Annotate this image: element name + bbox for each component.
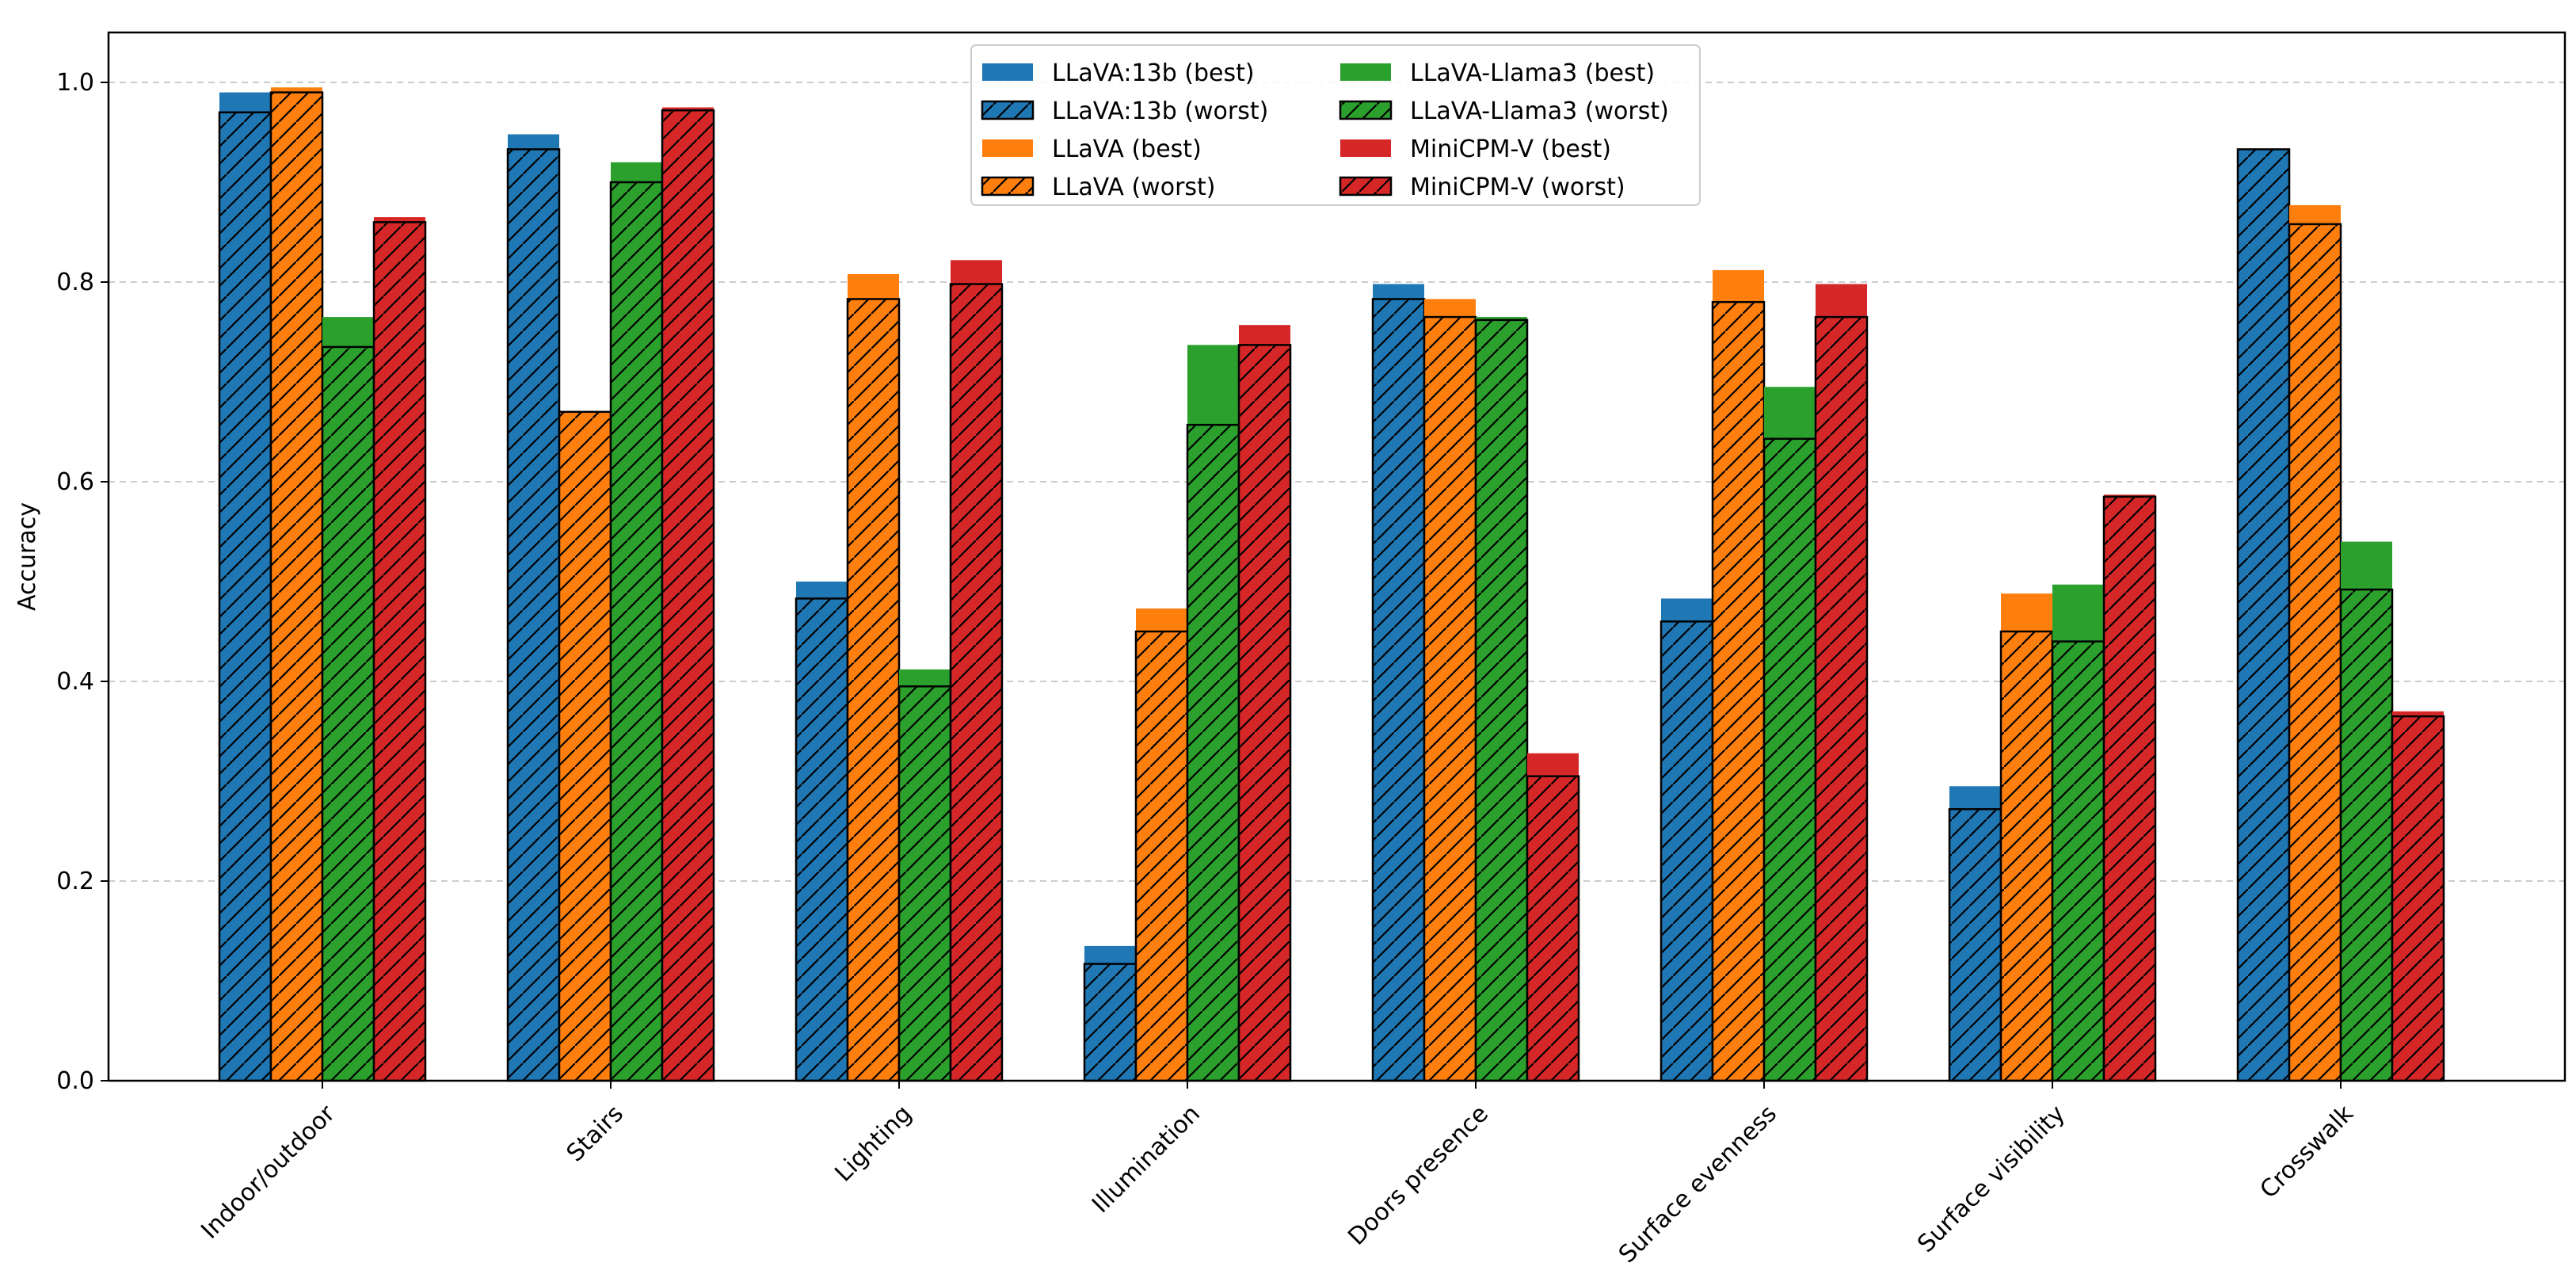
bar-worst-hatch (1474, 319, 1529, 1082)
category-group (1660, 269, 1869, 1082)
bar-worst-hatch (1423, 315, 1477, 1082)
bar-worst-hatch (372, 221, 427, 1082)
y-axis: 0.0 0.2 0.4 0.6 0.8 1.0 (56, 69, 109, 1095)
legend-label: LLaVA-Llama3 (worst) (1410, 97, 1669, 125)
y-tick-label: 0.2 (56, 868, 94, 895)
y-tick-label: 0.6 (56, 468, 94, 496)
category-group (506, 107, 715, 1082)
bar-worst-hatch (1762, 437, 1817, 1082)
bar-worst-hatch (1814, 315, 1869, 1082)
x-axis: Indoor/outdoor Stairs Lighting Illumination… (196, 1081, 2359, 1268)
bar-worst-hatch (846, 298, 901, 1082)
legend-item-best: LLaVA (best) (982, 135, 1202, 163)
category-group (218, 87, 427, 1082)
legend: LLaVA:13b (best) LLaVA:13b (worst) LLaVA (… (970, 44, 1701, 206)
legend-label: LLaVA (best) (1052, 135, 1202, 163)
legend-label: LLaVA-Llama3 (best) (1410, 59, 1655, 87)
bar-worst-hatch (218, 111, 272, 1082)
bar-worst-hatch (2236, 148, 2291, 1082)
x-tick-label: Illumination (1087, 1100, 1206, 1219)
legend-item-worst: MiniCPM-V (worst) (1339, 174, 1625, 201)
legend-swatch-hatch (1339, 176, 1393, 196)
bar-worst-hatch (321, 345, 375, 1082)
bar-worst-hatch (1237, 344, 1292, 1082)
bar-worst-hatch (1526, 775, 1580, 1082)
x-tick-label: Surface visibility (1912, 1100, 2071, 1258)
plot-area-frame (107, 31, 2566, 1082)
legend-label: LLaVA:13b (worst) (1052, 97, 1268, 125)
legend-label: LLaVA:13b (best) (1052, 59, 1255, 87)
x-tick-label: Crosswalk (2254, 1100, 2359, 1204)
bar-worst-hatch (949, 283, 1004, 1082)
legend-swatch (1340, 139, 1391, 157)
bar-worst-hatch (2391, 715, 2445, 1082)
gridlines (109, 82, 2565, 1082)
y-tick-label: 0.8 (56, 269, 94, 296)
legend-swatch-hatch (981, 176, 1035, 196)
legend-swatch (982, 139, 1033, 157)
bars (218, 87, 2445, 1082)
x-tick-label: Doors presence (1343, 1100, 1494, 1251)
x-tick-label: Indoor/outdoor (196, 1100, 341, 1245)
bar-worst-hatch (2102, 495, 2157, 1082)
bar-worst-hatch (795, 597, 849, 1082)
legend-swatch-hatch (1339, 100, 1393, 120)
x-tick-label: Stairs (562, 1100, 629, 1167)
legend-item-worst: LLaVA (worst) (981, 174, 1216, 201)
bar-worst-hatch (1999, 630, 2054, 1082)
bar-worst-hatch (2051, 640, 2105, 1082)
legend-label: LLaVA (worst) (1052, 174, 1216, 201)
bar-worst-hatch (1371, 298, 1426, 1082)
bar-worst-hatch (506, 148, 561, 1082)
legend-label: MiniCPM-V (best) (1410, 135, 1611, 163)
category-group (795, 260, 1004, 1082)
bar-worst-hatch (897, 685, 952, 1082)
legend-item-best: LLaVA-Llama3 (best) (1340, 59, 1655, 87)
x-tick-label: Surface evenness (1614, 1100, 1782, 1268)
y-axis-label: Accuracy (13, 502, 41, 611)
legend-swatch-hatch (981, 100, 1035, 120)
y-tick-label: 0.4 (56, 668, 94, 696)
bar-worst-hatch (1083, 963, 1137, 1082)
category-group (2236, 148, 2445, 1082)
legend-swatch (982, 63, 1033, 81)
bar-worst-hatch (1948, 808, 2002, 1082)
category-group (1371, 284, 1580, 1082)
legend-item-worst: LLaVA-Llama3 (worst) (1339, 97, 1669, 125)
legend-item-worst: LLaVA:13b (worst) (981, 97, 1268, 125)
legend-item-best: MiniCPM-V (best) (1340, 135, 1611, 163)
bar-worst-hatch (2339, 588, 2394, 1082)
bar-worst-hatch (1711, 300, 1766, 1082)
legend-label: MiniCPM-V (worst) (1410, 174, 1625, 201)
legend-item-best: LLaVA:13b (best) (982, 59, 1255, 87)
legend-swatch (1340, 63, 1391, 81)
y-tick-label: 1.0 (56, 69, 94, 97)
bar-worst-hatch (661, 109, 715, 1082)
bar-worst-hatch (269, 91, 324, 1082)
bar-worst-hatch (1660, 620, 1714, 1082)
x-tick-label: Lighting (829, 1100, 916, 1187)
category-group (1948, 494, 2157, 1082)
bar-worst-hatch (1134, 630, 1189, 1082)
legend-box (970, 44, 1701, 206)
bar-worst-hatch (2288, 223, 2342, 1082)
bar-worst-hatch (558, 410, 612, 1082)
bar-worst-hatch (1186, 423, 1240, 1082)
y-tick-label: 0.0 (56, 1067, 94, 1095)
bar-worst-hatch (609, 181, 664, 1082)
category-group (1083, 325, 1292, 1082)
